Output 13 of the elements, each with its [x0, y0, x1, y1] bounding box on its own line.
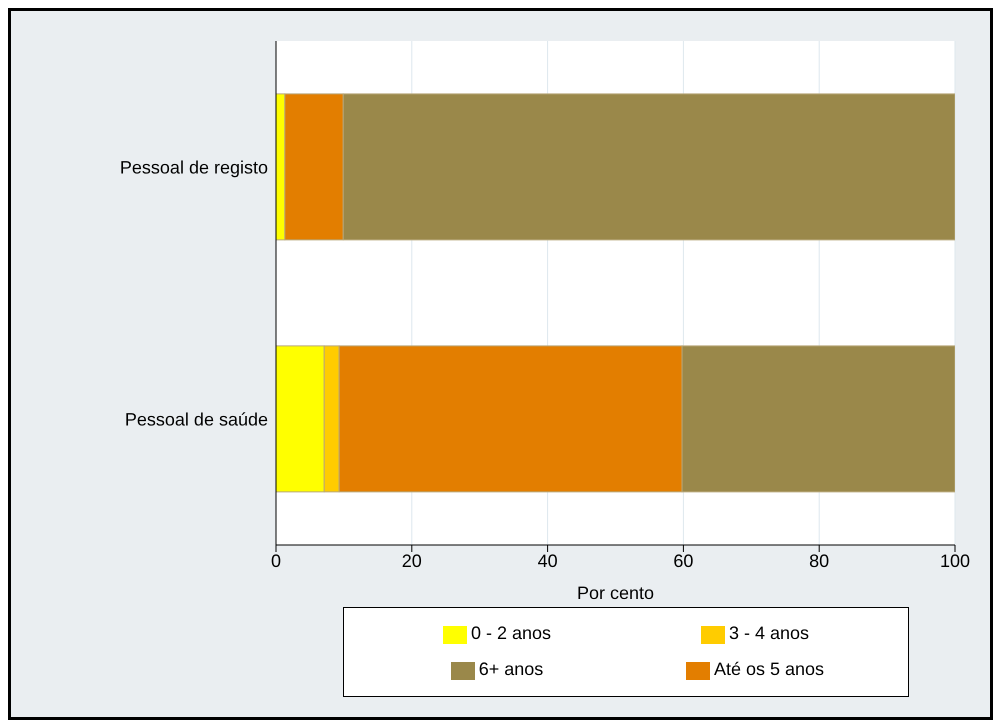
- x-tick-label: 0: [270, 550, 282, 571]
- x-axis-title: Por cento: [576, 583, 654, 603]
- x-tick-label: 20: [402, 550, 422, 571]
- legend-label: Até os 5 anos: [714, 659, 824, 679]
- x-tick-label: 60: [673, 550, 694, 571]
- legend-label: 0 - 2 anos: [470, 623, 552, 643]
- legend-label: 3 - 4 anos: [728, 623, 810, 643]
- y-tick-label: Pessoal de registo: [120, 157, 268, 178]
- x-tick-label: 100: [940, 550, 970, 571]
- x-tick-label: 80: [809, 550, 830, 571]
- y-tick-label: Pessoal de saúde: [124, 409, 268, 430]
- x-tick-label: 40: [538, 550, 558, 571]
- legend-label: 6+ anos: [478, 659, 544, 679]
